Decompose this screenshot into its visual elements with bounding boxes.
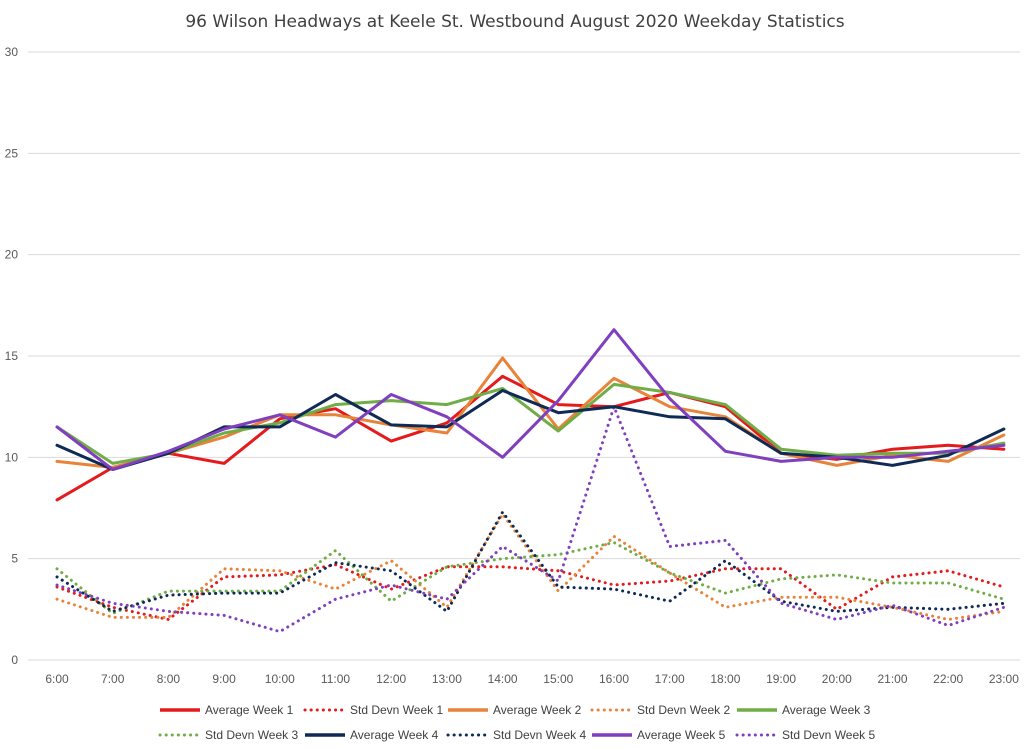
x-tick-label: 9:00 — [212, 672, 236, 686]
y-tick-label: 5 — [11, 552, 18, 566]
legend-label: Average Week 5 — [637, 728, 726, 742]
x-tick-label: 8:00 — [157, 672, 181, 686]
average-series-line-2 — [55, 356, 1006, 469]
stddev-series-line-2 — [55, 512, 1006, 621]
x-tick-label: 20:00 — [822, 672, 852, 686]
stddev-series-line-1 — [55, 563, 1006, 621]
x-tick-label: 7:00 — [101, 672, 125, 686]
legend-label: Std Devn Week 4 — [493, 728, 586, 742]
x-tick-label: 21:00 — [877, 672, 907, 686]
gridlines — [28, 51, 1020, 661]
legend-label: Std Devn Week 2 — [637, 703, 730, 717]
x-tick-label: 10:00 — [265, 672, 295, 686]
legend-item: Std Devn Week 5 — [735, 728, 875, 742]
y-tick-label: 25 — [5, 146, 19, 160]
axis-labels: 0 5 10 15 20 25 30 6:00 7:00 8:00 9:00 10:00 11:00 12… — [5, 45, 1020, 686]
legend-label: Std Devn Week 5 — [782, 728, 875, 742]
x-tick-label: 11:00 — [321, 672, 350, 686]
y-tick-label: 30 — [5, 45, 19, 59]
stddev-series-line-3 — [55, 541, 1006, 615]
x-tick-label: 17:00 — [655, 672, 685, 686]
stddev-series-line-4 — [55, 510, 1006, 613]
chart-title: 96 Wilson Headways at Keele St. Westboun… — [185, 12, 844, 32]
x-tick-label: 22:00 — [933, 672, 963, 686]
legend-label: Average Week 4 — [350, 728, 439, 742]
legend-label: Average Week 1 — [205, 703, 294, 717]
legend-item: Std Devn Week 1 — [303, 703, 443, 717]
legend-label: Average Week 3 — [782, 703, 871, 717]
legend-item: Std Devn Week 2 — [590, 703, 730, 717]
x-tick-label: 18:00 — [710, 672, 740, 686]
stddev-series-line-5 — [55, 405, 1006, 634]
legend-item: Average Week 1 — [160, 703, 294, 717]
legend: Average Week 1 Std Devn Week 1 Average Wee… — [158, 703, 875, 742]
average-series-line-3 — [55, 382, 1006, 465]
y-tick-label: 10 — [5, 450, 19, 464]
average-series-line-5 — [55, 328, 1006, 471]
x-tick-label: 19:00 — [766, 672, 796, 686]
legend-label: Average Week 2 — [493, 703, 582, 717]
legend-item: Std Devn Week 3 — [158, 728, 298, 742]
x-tick-label: 14:00 — [488, 672, 518, 686]
x-tick-label: 13:00 — [432, 672, 462, 686]
legend-item: Average Week 3 — [737, 703, 871, 717]
y-tick-label: 0 — [11, 653, 18, 667]
x-tick-label: 16:00 — [599, 672, 629, 686]
x-tick-label: 15:00 — [543, 672, 573, 686]
y-tick-label: 20 — [5, 248, 19, 262]
x-tick-label: 12:00 — [376, 672, 406, 686]
legend-item: Average Week 5 — [592, 728, 726, 742]
legend-item: Average Week 2 — [448, 703, 582, 717]
x-tick-label: 23:00 — [989, 672, 1019, 686]
legend-label: Std Devn Week 3 — [205, 728, 298, 742]
x-tick-label: 6:00 — [45, 672, 69, 686]
legend-item: Std Devn Week 4 — [446, 728, 586, 742]
y-tick-label: 15 — [5, 349, 19, 363]
legend-item: Average Week 4 — [305, 728, 439, 742]
series-lines — [55, 328, 1006, 634]
legend-label: Std Devn Week 1 — [350, 703, 443, 717]
